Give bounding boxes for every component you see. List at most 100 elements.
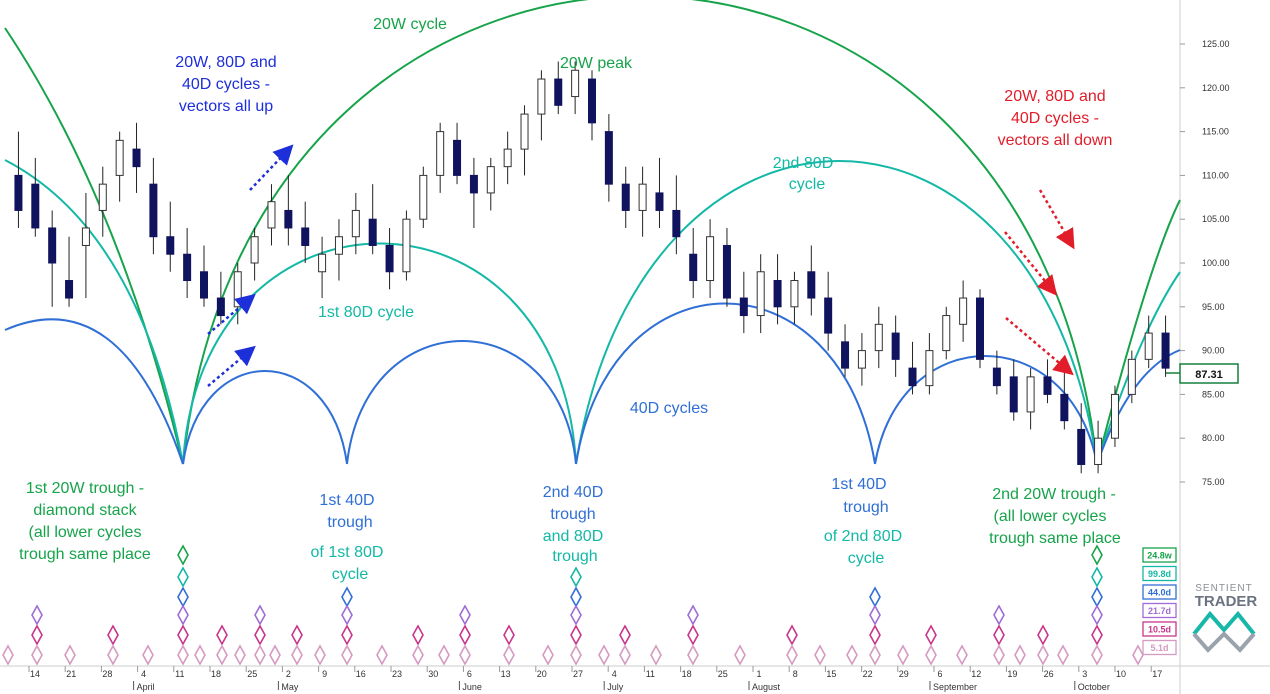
candle <box>1094 420 1103 474</box>
x-tick-label: 21 <box>66 669 76 679</box>
x-tick-label: 27 <box>573 669 583 679</box>
candle <box>200 245 208 307</box>
arc-80d-second <box>575 160 1098 465</box>
x-tick-label: 14 <box>30 669 40 679</box>
cycle-legend-box <box>1142 547 1177 563</box>
candle <box>638 166 647 237</box>
y-tick-label: 110.00 <box>1202 170 1229 180</box>
cycle-diamond <box>177 644 189 666</box>
cycle-legend-label: 24.8w <box>1147 551 1173 561</box>
cycle-diamond <box>869 644 881 666</box>
cycle-diamond <box>1091 604 1103 626</box>
candle-body-up <box>81 227 90 246</box>
arc-40d-1 <box>182 370 348 465</box>
arc-80d-first <box>182 242 577 465</box>
cycle-diamond <box>269 644 281 666</box>
candlesticks <box>14 61 1170 474</box>
x-tick-label: 13 <box>501 669 511 679</box>
arrow-down-1 <box>1038 189 1075 250</box>
candle <box>166 201 175 272</box>
cycle-diamond <box>341 624 353 646</box>
candle <box>436 122 445 193</box>
candle <box>874 306 883 369</box>
x-axis-ticks: 14 21 28 4 11 18 25 2 9 16 23 30 6 13 20 27 4 11 18 25 1 8 15 2… <box>28 666 1162 692</box>
candle <box>503 131 512 185</box>
cycle-diamond <box>254 644 266 666</box>
month-label: September <box>933 682 977 692</box>
candle <box>149 157 158 255</box>
y-axis-ticks: 125.00 120.00 115.00 110.00 105.00 100.00 95.0… <box>1180 39 1230 487</box>
cycle-diamond <box>650 644 662 666</box>
candle-body-down <box>1161 332 1170 369</box>
candle-body-up <box>790 280 799 308</box>
candle-body-up <box>419 174 428 220</box>
candle-body-down <box>48 227 57 264</box>
cycle-legend-label: 21.7d <box>1148 606 1171 616</box>
candle-body-up <box>233 271 242 308</box>
cycle-diamond <box>234 644 246 666</box>
candle <box>992 350 1001 395</box>
candle <box>537 70 546 141</box>
x-tick-label: 18 <box>682 669 692 679</box>
cycle-diamond <box>786 644 798 666</box>
candle-body-up <box>706 236 715 282</box>
cycle-diamond <box>1132 644 1144 666</box>
arrow-up-1 <box>249 144 294 191</box>
candle <box>672 175 681 255</box>
candle <box>453 122 462 185</box>
cycle-legend-item: 21.7d <box>1142 602 1177 619</box>
cycle-diamond <box>1057 644 1069 666</box>
brand-line2: TRADER <box>1195 593 1258 610</box>
candle-body-up <box>537 78 546 115</box>
cycle-diamond <box>412 644 424 666</box>
candle-body-down <box>166 236 175 255</box>
cycle-legend: 24.8w 99.8d 44.0d 21.7d 10.5d 5.1d <box>1142 547 1177 656</box>
candle <box>841 324 850 377</box>
label-vectors-up-2: 40D cycles - <box>182 76 270 93</box>
cycle-diamond <box>177 624 189 646</box>
y-tick-label: 75.00 <box>1202 477 1225 487</box>
label-trough-1st-40d-1: 1st 40D <box>319 492 374 509</box>
label-trough-1st-20w-1: 1st 20W trough - <box>26 480 144 497</box>
candle <box>621 166 630 228</box>
candle-body-up <box>1144 332 1153 360</box>
candle-body-down <box>604 131 613 185</box>
x-tick-label: 23 <box>392 669 402 679</box>
label-trough-2nd-40d-3: and 80D <box>543 528 604 545</box>
label-trough-2nd-40d-2: trough <box>550 506 595 523</box>
candle-body-down <box>773 280 782 308</box>
label-20w-peak: 20W peak <box>560 55 633 72</box>
candle-body-down <box>1043 376 1052 395</box>
cycle-diamond <box>570 566 582 588</box>
candle-body-up <box>1110 393 1119 439</box>
candle-body-down <box>689 253 698 282</box>
x-tick-label: 17 <box>1152 669 1162 679</box>
candle <box>588 70 596 141</box>
candle-body-down <box>672 209 681 238</box>
candle-body-down <box>284 209 293 229</box>
brand-line1: SENTIENT <box>1195 583 1252 594</box>
cycle-diamond <box>619 644 631 666</box>
y-tick-label: 115.00 <box>1202 127 1229 137</box>
x-tick-label: 4 <box>141 669 146 679</box>
label-trough-1st-20w-2: diamond stack <box>33 502 137 519</box>
candle-body-up <box>959 297 968 325</box>
cycle-diamond <box>1091 644 1103 666</box>
candle-body-up <box>571 69 580 98</box>
cycle-diamond <box>814 644 826 666</box>
month-label: April <box>137 682 155 692</box>
candle-body-up <box>942 315 951 352</box>
candle-body-up <box>250 236 259 264</box>
x-tick-label: 15 <box>826 669 836 679</box>
month-label: May <box>281 682 299 692</box>
label-vectors-down-2: 40D cycles - <box>1011 110 1099 127</box>
candle-body-down <box>1060 393 1069 422</box>
cycle-legend-label: 10.5d <box>1148 625 1171 635</box>
candle <box>790 271 799 325</box>
y-tick-label: 85.00 <box>1202 389 1225 399</box>
label-vectors-up-3: vectors all up <box>179 98 273 115</box>
cycle-diamond <box>570 604 582 626</box>
label-trough-1st-40d-2nd-2: trough <box>843 499 888 516</box>
candle-body-up <box>334 236 343 255</box>
candle-body-down <box>183 253 192 282</box>
